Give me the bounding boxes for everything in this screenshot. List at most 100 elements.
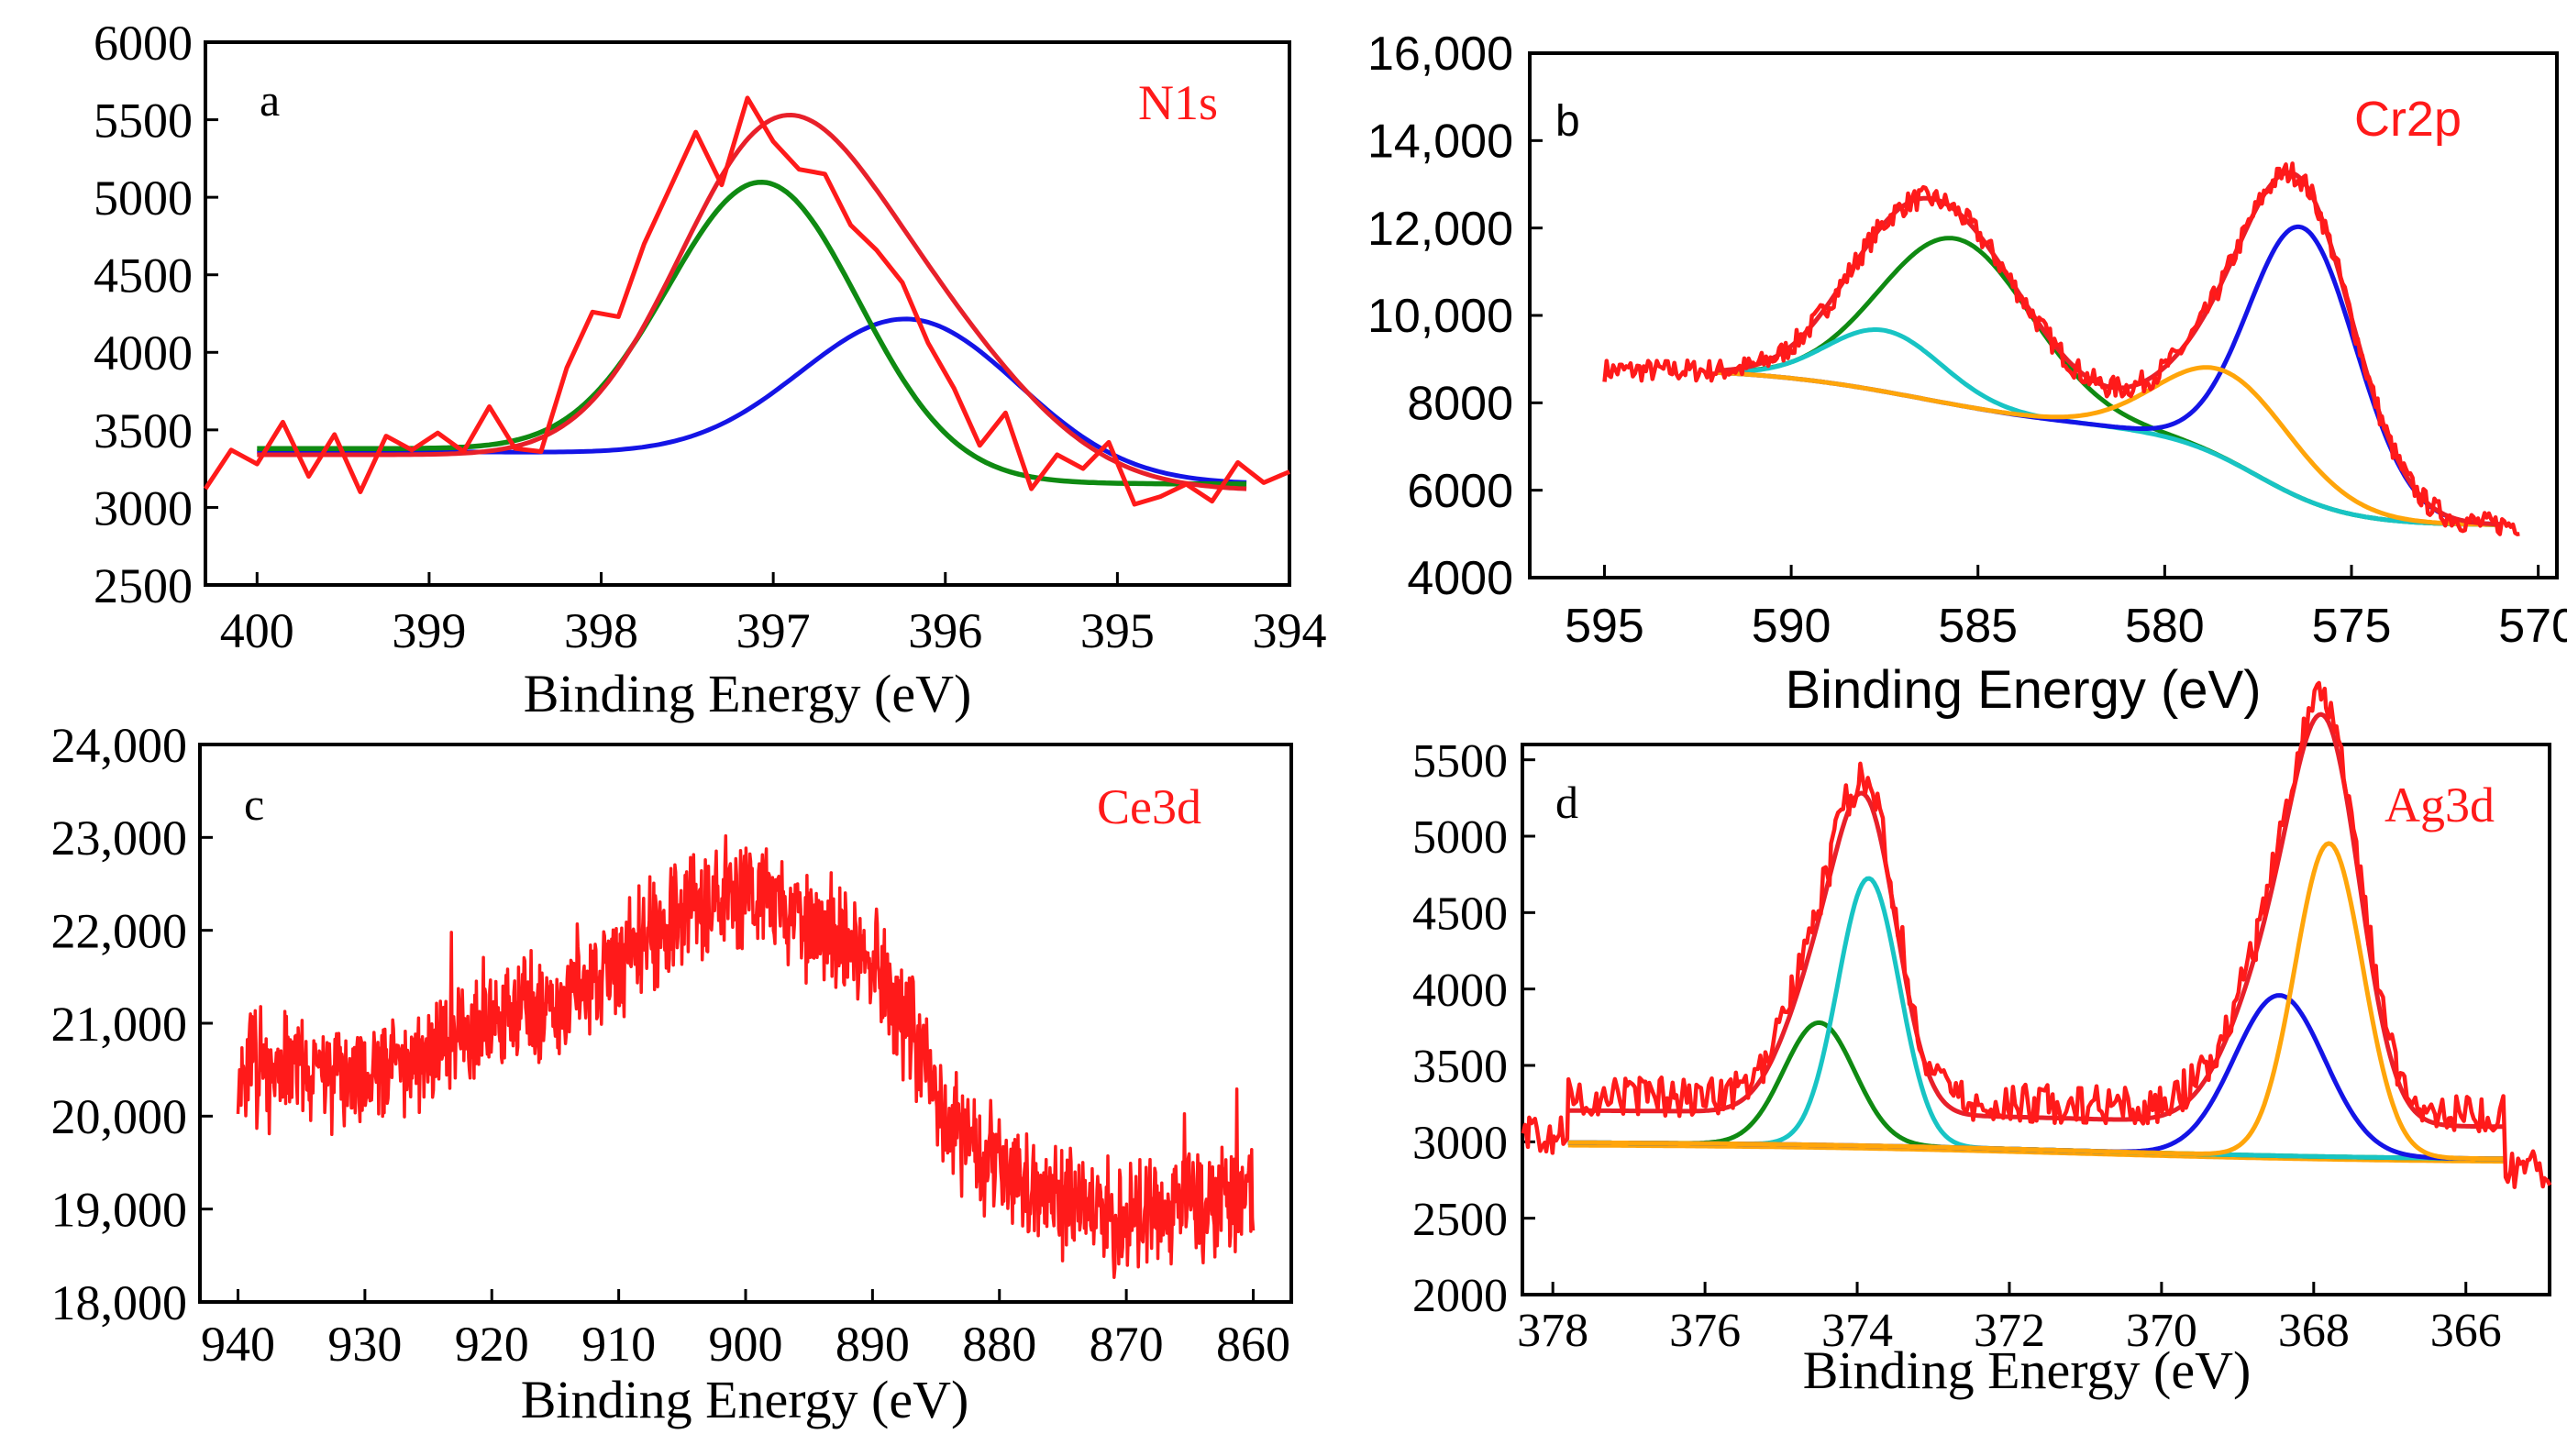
y-tick-label: 3500 xyxy=(1412,1041,1508,1093)
y-tick-label: 10,000 xyxy=(1367,290,1513,343)
x-tick-label: 394 xyxy=(1253,603,1327,658)
y-tick-label: 2500 xyxy=(94,558,193,613)
x-tick-label: 575 xyxy=(2312,600,2392,653)
x-tick-label: 399 xyxy=(392,603,466,658)
x-tick-label: 910 xyxy=(581,1317,656,1372)
series-peak-blue xyxy=(1716,224,2501,527)
y-tick-label: 23,000 xyxy=(51,811,188,866)
series-peak-green xyxy=(257,179,1247,487)
y-tick-label: 2500 xyxy=(1412,1194,1508,1246)
y-tick-label: 3000 xyxy=(1412,1118,1508,1170)
series-group xyxy=(1602,161,2520,536)
x-tick-label: 890 xyxy=(835,1317,910,1372)
series-raw xyxy=(236,833,1256,1279)
y-tick-label: 8000 xyxy=(1407,378,1513,431)
series-raw xyxy=(1521,680,2552,1189)
y-tick-label: 4500 xyxy=(94,248,193,303)
x-tick-label: 370 xyxy=(2126,1305,2197,1357)
y-tick-label: 4000 xyxy=(1412,965,1508,1017)
series-peak-blue xyxy=(257,316,1247,485)
x-tick-label: 900 xyxy=(709,1317,783,1372)
y-tick-label: 5000 xyxy=(94,171,193,226)
y-tick-label: 4500 xyxy=(1412,888,1508,941)
chart-title: N1s xyxy=(1138,75,1218,130)
x-ticks: 940 930 920 910 900 890 880 870 860 xyxy=(201,1289,1290,1372)
x-tick-label: 395 xyxy=(1080,603,1155,658)
x-ticks: 595 590 585 580 575 570 xyxy=(1565,565,2567,653)
series-group xyxy=(236,833,1256,1279)
y-tick-label: 6000 xyxy=(1407,465,1513,518)
series-peak-orange xyxy=(1716,365,2501,527)
y-tick-label: 18,000 xyxy=(51,1275,188,1330)
x-tick-label: 595 xyxy=(1565,600,1644,653)
x-tick-label: 590 xyxy=(1752,600,1831,653)
y-ticks: 4000 6000 8000 10,000 12,000 14,000 16,000 xyxy=(1367,28,1543,605)
x-tick-label: 880 xyxy=(962,1317,1036,1372)
y-tick-label: 3000 xyxy=(94,480,193,535)
y-tick-label: 16,000 xyxy=(1367,28,1513,81)
series-peak-orange xyxy=(1567,841,2505,1162)
x-tick-label: 398 xyxy=(564,603,638,658)
plot-frame xyxy=(204,40,1291,587)
y-tick-label: 2000 xyxy=(1412,1270,1508,1322)
panel-label: c xyxy=(244,778,264,830)
panel-label: a xyxy=(260,74,280,126)
series-raw xyxy=(1602,161,2520,536)
panel-b-cr2p: 595 590 585 580 575 570 4000 6000 8000 10,000 12,… xyxy=(1367,28,2567,720)
series-envelope xyxy=(257,113,1247,491)
y-ticks: 18,000 19,000 20,000 21,000 22,000 23,000 24,0… xyxy=(51,718,213,1330)
y-tick-label: 5500 xyxy=(94,93,193,148)
series-group xyxy=(203,95,1290,507)
chart-title: Ce3d xyxy=(1097,779,1201,834)
x-tick-label: 580 xyxy=(2125,600,2205,653)
y-tick-label: 24,000 xyxy=(51,718,188,773)
panel-a-n1s: 400 399 398 397 396 395 394 2500 3000 3500 4000 45… xyxy=(94,16,1327,723)
x-tick-label: 368 xyxy=(2278,1305,2350,1357)
chart-title: Cr2p xyxy=(2354,92,2462,147)
panel-c-ce3d: 940 930 920 910 900 890 880 870 860 18,000 19,000… xyxy=(51,718,1293,1429)
x-tick-label: 585 xyxy=(1938,600,2018,653)
x-tick-label: 940 xyxy=(201,1317,275,1372)
x-tick-label: 400 xyxy=(220,603,294,658)
series-envelope xyxy=(1716,170,2501,527)
x-tick-label: 920 xyxy=(455,1317,529,1372)
y-tick-label: 20,000 xyxy=(51,1089,188,1144)
x-ticks: 400 399 398 397 396 395 394 xyxy=(220,572,1327,658)
y-tick-label: 4000 xyxy=(1407,552,1513,605)
x-axis-label: Binding Energy (eV) xyxy=(1785,660,2261,720)
x-tick-label: 860 xyxy=(1216,1317,1290,1372)
x-ticks: 378 376 374 372 370 368 366 xyxy=(1517,1282,2502,1357)
y-ticks: 2000 2500 3000 3500 4000 4500 5000 5500 xyxy=(1412,735,1535,1322)
series-background-orange xyxy=(1567,1143,2505,1164)
x-tick-label: 374 xyxy=(1821,1305,1893,1357)
x-tick-label: 570 xyxy=(2498,600,2567,653)
y-tick-label: 5000 xyxy=(1412,811,1508,864)
x-tick-label: 870 xyxy=(1090,1317,1164,1372)
y-tick-label: 6000 xyxy=(94,16,193,71)
panel-d-ag3d: 378 376 374 372 370 368 366 2000 2500 3000 3500 40… xyxy=(1412,680,2552,1400)
x-tick-label: 366 xyxy=(2430,1305,2502,1357)
x-axis-label: Binding Energy (eV) xyxy=(1803,1340,2252,1400)
y-tick-label: 5500 xyxy=(1412,735,1508,788)
y-tick-label: 12,000 xyxy=(1367,203,1513,256)
series-envelope xyxy=(1567,711,2505,1130)
y-tick-label: 22,000 xyxy=(51,904,188,959)
x-tick-label: 396 xyxy=(908,603,982,658)
x-tick-label: 372 xyxy=(1974,1305,2045,1357)
x-tick-label: 397 xyxy=(736,603,811,658)
y-tick-label: 19,000 xyxy=(51,1183,188,1238)
series-peak-blue xyxy=(1567,993,2505,1162)
series-group xyxy=(1521,680,2552,1189)
chart-title: Ag3d xyxy=(2384,778,2495,833)
x-tick-label: 376 xyxy=(1669,1305,1741,1357)
panel-label: b xyxy=(1555,97,1580,146)
x-axis-label: Binding Energy (eV) xyxy=(521,1370,969,1429)
y-tick-label: 3500 xyxy=(94,403,193,458)
x-tick-label: 378 xyxy=(1517,1305,1588,1357)
x-tick-label: 930 xyxy=(327,1317,402,1372)
series-raw xyxy=(203,95,1290,507)
y-ticks: 2500 3000 3500 4000 4500 5000 5500 6000 xyxy=(94,16,218,613)
plot-frame xyxy=(1521,743,2551,1296)
y-tick-label: 14,000 xyxy=(1367,116,1513,169)
